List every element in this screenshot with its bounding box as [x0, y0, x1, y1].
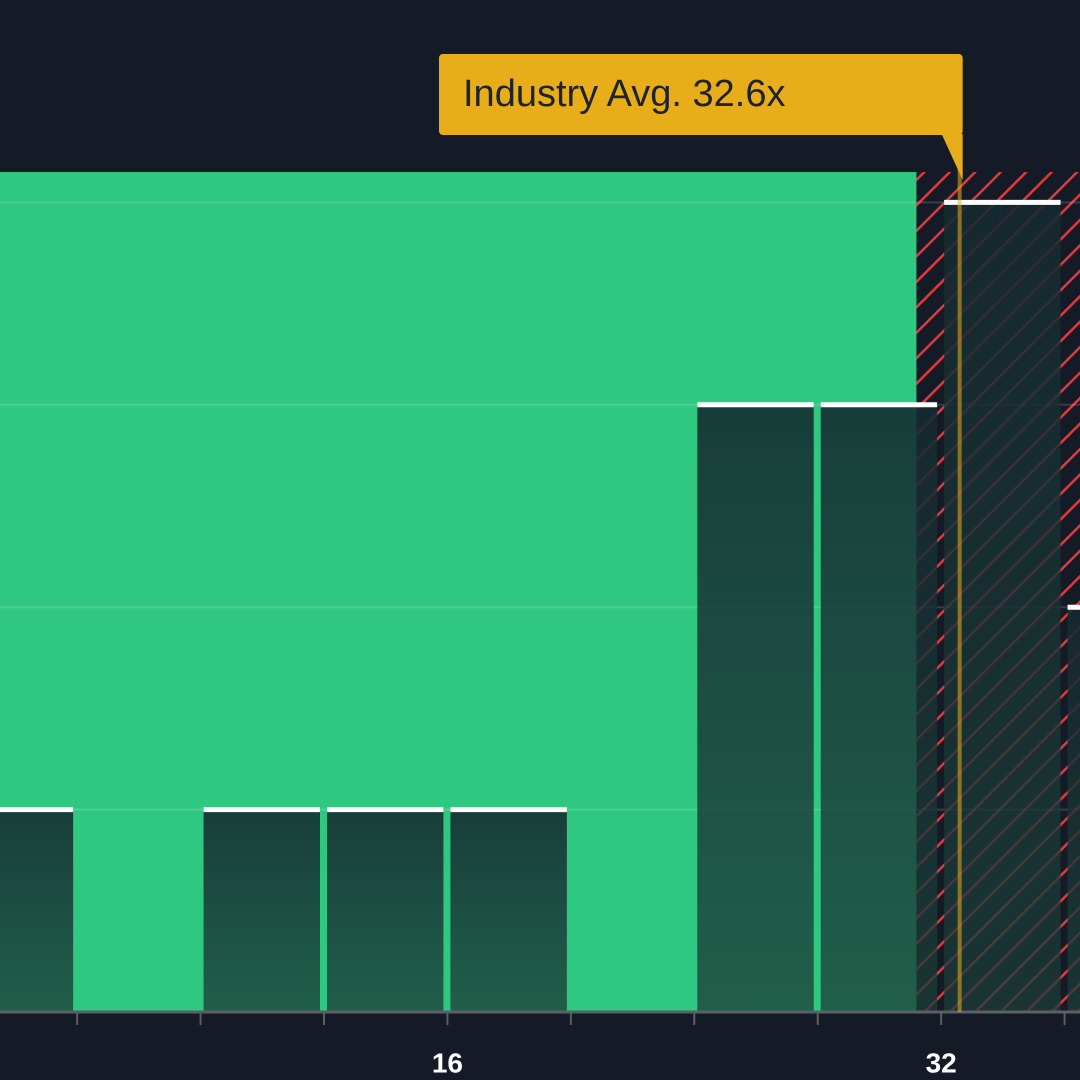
annotation-pointer: [941, 134, 963, 180]
bar-body: [327, 809, 444, 1012]
annotation-label: Industry Avg. 32.6x: [463, 73, 786, 115]
x-tick-label: 16: [432, 1047, 463, 1078]
annotation-box: [439, 54, 963, 135]
bar: [1067, 604, 1080, 1012]
bar-body: [944, 202, 1061, 1012]
bar-body: [697, 404, 814, 1012]
bar: [820, 402, 938, 1012]
bar: [697, 402, 814, 1012]
bar: [327, 807, 444, 1012]
bar-body: [450, 809, 567, 1012]
bar-body: [0, 809, 74, 1012]
bar: [0, 807, 74, 1012]
bar-body: [203, 809, 320, 1012]
bar: [450, 807, 567, 1012]
x-tick-label: 32: [926, 1047, 957, 1078]
bar: [203, 807, 320, 1012]
bar: [944, 199, 1061, 1012]
bar-body: [1067, 607, 1080, 1012]
bar-body: [820, 404, 938, 1012]
